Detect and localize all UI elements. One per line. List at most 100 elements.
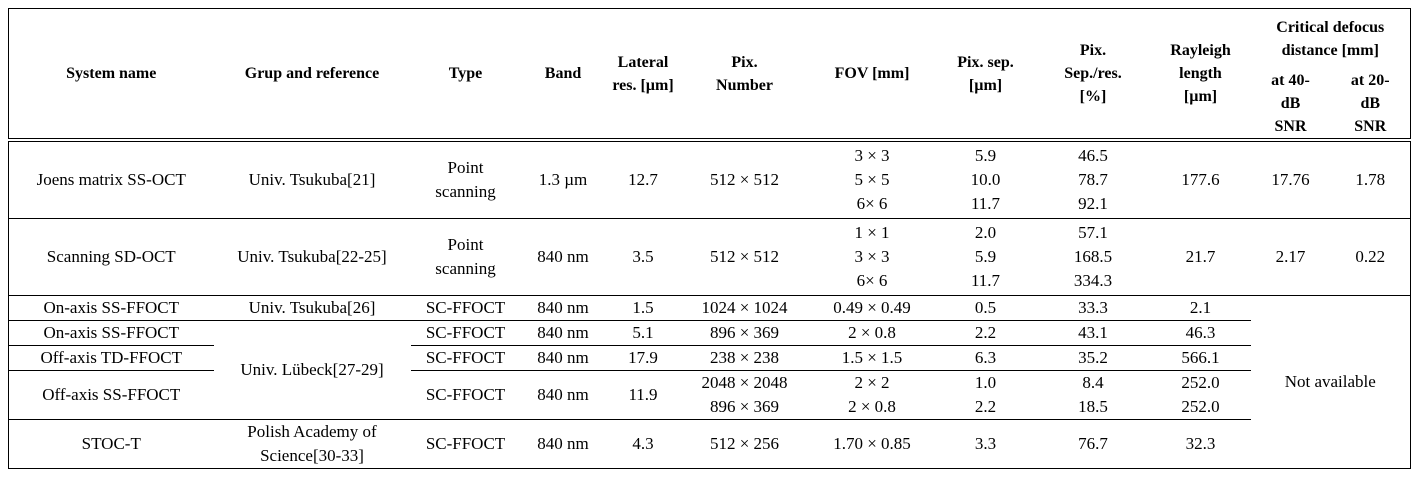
table-cell: Not available xyxy=(1250,295,1411,469)
table-cell: 566.1 xyxy=(1150,345,1251,371)
table-cell: On-axis SS-FFOCT xyxy=(8,320,214,346)
cell-line: 3 × 3 xyxy=(854,247,890,266)
cell-line: 512 × 512 xyxy=(709,247,780,266)
cell-line: Point xyxy=(447,158,484,177)
cell-line: 1.5 xyxy=(632,298,654,317)
column-header: Band xyxy=(520,8,606,142)
cell-line: SC-FFOCT xyxy=(425,434,506,453)
cell-line: Type xyxy=(448,65,483,82)
cell-line: 840 nm xyxy=(537,247,589,266)
table-cell: 2 × 0.8 xyxy=(808,320,936,346)
table-cell: SC-FFOCT xyxy=(410,370,521,420)
cell-line: 2 × 2 xyxy=(854,373,890,392)
cell-line: Science[30-33] xyxy=(260,446,364,465)
cell-line: Off-axis TD-FFOCT xyxy=(40,348,182,367)
table-cell: 3.5 xyxy=(605,218,681,296)
cell-line: SNR xyxy=(1354,118,1387,135)
table-cell: 2.0 5.9 11.7 xyxy=(935,218,1036,296)
cell-line: 21.7 xyxy=(1185,247,1216,266)
table-cell: 57.1 168.5 334.3 xyxy=(1035,218,1151,296)
cell-line: 840 nm xyxy=(537,298,589,317)
table-cell: SC-FFOCT xyxy=(410,419,521,469)
cell-line: Scanning SD-OCT xyxy=(46,247,176,266)
cell-line: 0.5 xyxy=(974,298,997,317)
cell-line: 0.22 xyxy=(1355,247,1386,266)
table-cell: 512 × 256 xyxy=(680,419,809,469)
cell-line: length xyxy=(1179,65,1222,82)
table-cell: SC-FFOCT xyxy=(410,295,521,321)
cell-line: 512 × 512 xyxy=(709,170,780,189)
cell-line: 5.9 xyxy=(974,146,997,165)
table-header: System name Grup and reference Type Band Lat… xyxy=(8,8,1411,142)
cell-line: 12.7 xyxy=(628,170,658,189)
table-cell: Scanning SD-OCT xyxy=(8,218,214,296)
cell-line: 10.0 xyxy=(970,170,1001,189)
cell-line: 896 × 369 xyxy=(709,397,780,416)
cell-line: at 20- xyxy=(1350,72,1390,89)
table-cell: 177.6 xyxy=(1150,140,1251,219)
table-cell: 1.3 µm xyxy=(520,140,606,219)
cell-line: Off-axis SS-FFOCT xyxy=(42,385,181,404)
cell-line: Not available xyxy=(1284,372,1376,391)
cell-line: 35.2 xyxy=(1078,348,1108,367)
table-cell: 3.3 xyxy=(935,419,1036,469)
table-row: Off-axis TD-FFOCT SC-FFOCT 840 nm 17.9 238 ×… xyxy=(8,345,1411,371)
header-row: System name Grup and reference Type Band Lat… xyxy=(8,8,1411,142)
table-row: Off-axis SS-FFOCT SC-FFOCT 840 nm 11.9 2048 … xyxy=(8,370,1411,420)
cell-line: 2.17 xyxy=(1275,247,1306,266)
column-header: Grup and reference xyxy=(213,8,411,142)
cell-line: Univ. Lübeck[27-29] xyxy=(240,360,384,379)
cell-line: 92.1 xyxy=(1078,194,1108,213)
cell-line: scanning xyxy=(435,259,496,278)
cell-line: System name xyxy=(66,65,157,82)
table-cell: Off-axis SS-FFOCT xyxy=(8,370,214,420)
cell-line: 840 nm xyxy=(537,323,589,342)
table-row: On-axis SS-FFOCT Univ. Lübeck[27-29] SC-FF… xyxy=(8,320,1411,420)
table-cell: 2.17 xyxy=(1250,218,1331,296)
cell-line: 1.3 µm xyxy=(538,170,588,189)
table-cell: 840 nm xyxy=(520,345,606,371)
cell-line: STOC-T xyxy=(81,434,141,453)
cell-line: Univ. Tsukuba[22-25] xyxy=(237,247,387,266)
table-cell: 46.3 xyxy=(1150,320,1251,346)
table-cell: 1 × 1 3 × 3 6× 6 xyxy=(808,218,936,296)
cell-line: dB xyxy=(1280,95,1301,112)
cell-line: 43.1 xyxy=(1078,323,1108,342)
cell-line: 57.1 xyxy=(1078,223,1108,242)
cell-line: 840 nm xyxy=(537,434,589,453)
sub-header: at 40- dB SNR xyxy=(1250,69,1331,142)
cell-line: 3.5 xyxy=(632,247,654,266)
table-cell: 6.3 xyxy=(935,345,1036,371)
table-row: Scanning SD-OCT Univ. Tsukuba[22-25] Point… xyxy=(8,218,1411,296)
cell-line: 6.3 xyxy=(974,348,997,367)
table-cell: 2.1 xyxy=(1150,295,1251,321)
table-cell: SC-FFOCT xyxy=(410,345,521,371)
table-body: Joens matrix SS-OCT Univ. Tsukuba[21] Poin… xyxy=(8,140,1411,469)
cell-line: Number xyxy=(716,76,773,94)
cell-line: 2.2 xyxy=(974,397,997,416)
cell-line: 896 × 369 xyxy=(709,323,780,342)
cell-line: res. [µm] xyxy=(612,76,674,94)
cell-line: Point xyxy=(447,235,484,254)
cell-line: 1.0 xyxy=(974,373,997,392)
cell-line: 2 × 0.8 xyxy=(848,397,896,416)
table-cell: 33.3 xyxy=(1035,295,1151,321)
table-cell: 252.0 252.0 xyxy=(1150,370,1251,420)
cell-line: Pix. xyxy=(1079,42,1107,59)
column-header: System name xyxy=(8,8,214,142)
cell-line: 5.1 xyxy=(632,323,654,342)
table-cell: 840 nm xyxy=(520,370,606,420)
table-cell: 2.2 xyxy=(935,320,1036,346)
table-cell: 512 × 512 xyxy=(680,218,809,296)
cell-line: 17.9 xyxy=(628,348,658,367)
table-cell: 17.76 xyxy=(1250,140,1331,219)
table-cell: Univ. Lübeck[27-29] xyxy=(213,320,411,420)
cell-line: 252.0 xyxy=(1181,397,1220,416)
table-cell: 3 × 3 5 × 5 6× 6 xyxy=(808,140,936,219)
cell-line: On-axis SS-FFOCT xyxy=(43,298,180,317)
cell-line: 6× 6 xyxy=(856,194,888,213)
table-cell: 5.9 10.0 11.7 xyxy=(935,140,1036,219)
table-cell: SC-FFOCT xyxy=(410,320,521,346)
sub-header: at 20- dB SNR xyxy=(1330,69,1411,142)
